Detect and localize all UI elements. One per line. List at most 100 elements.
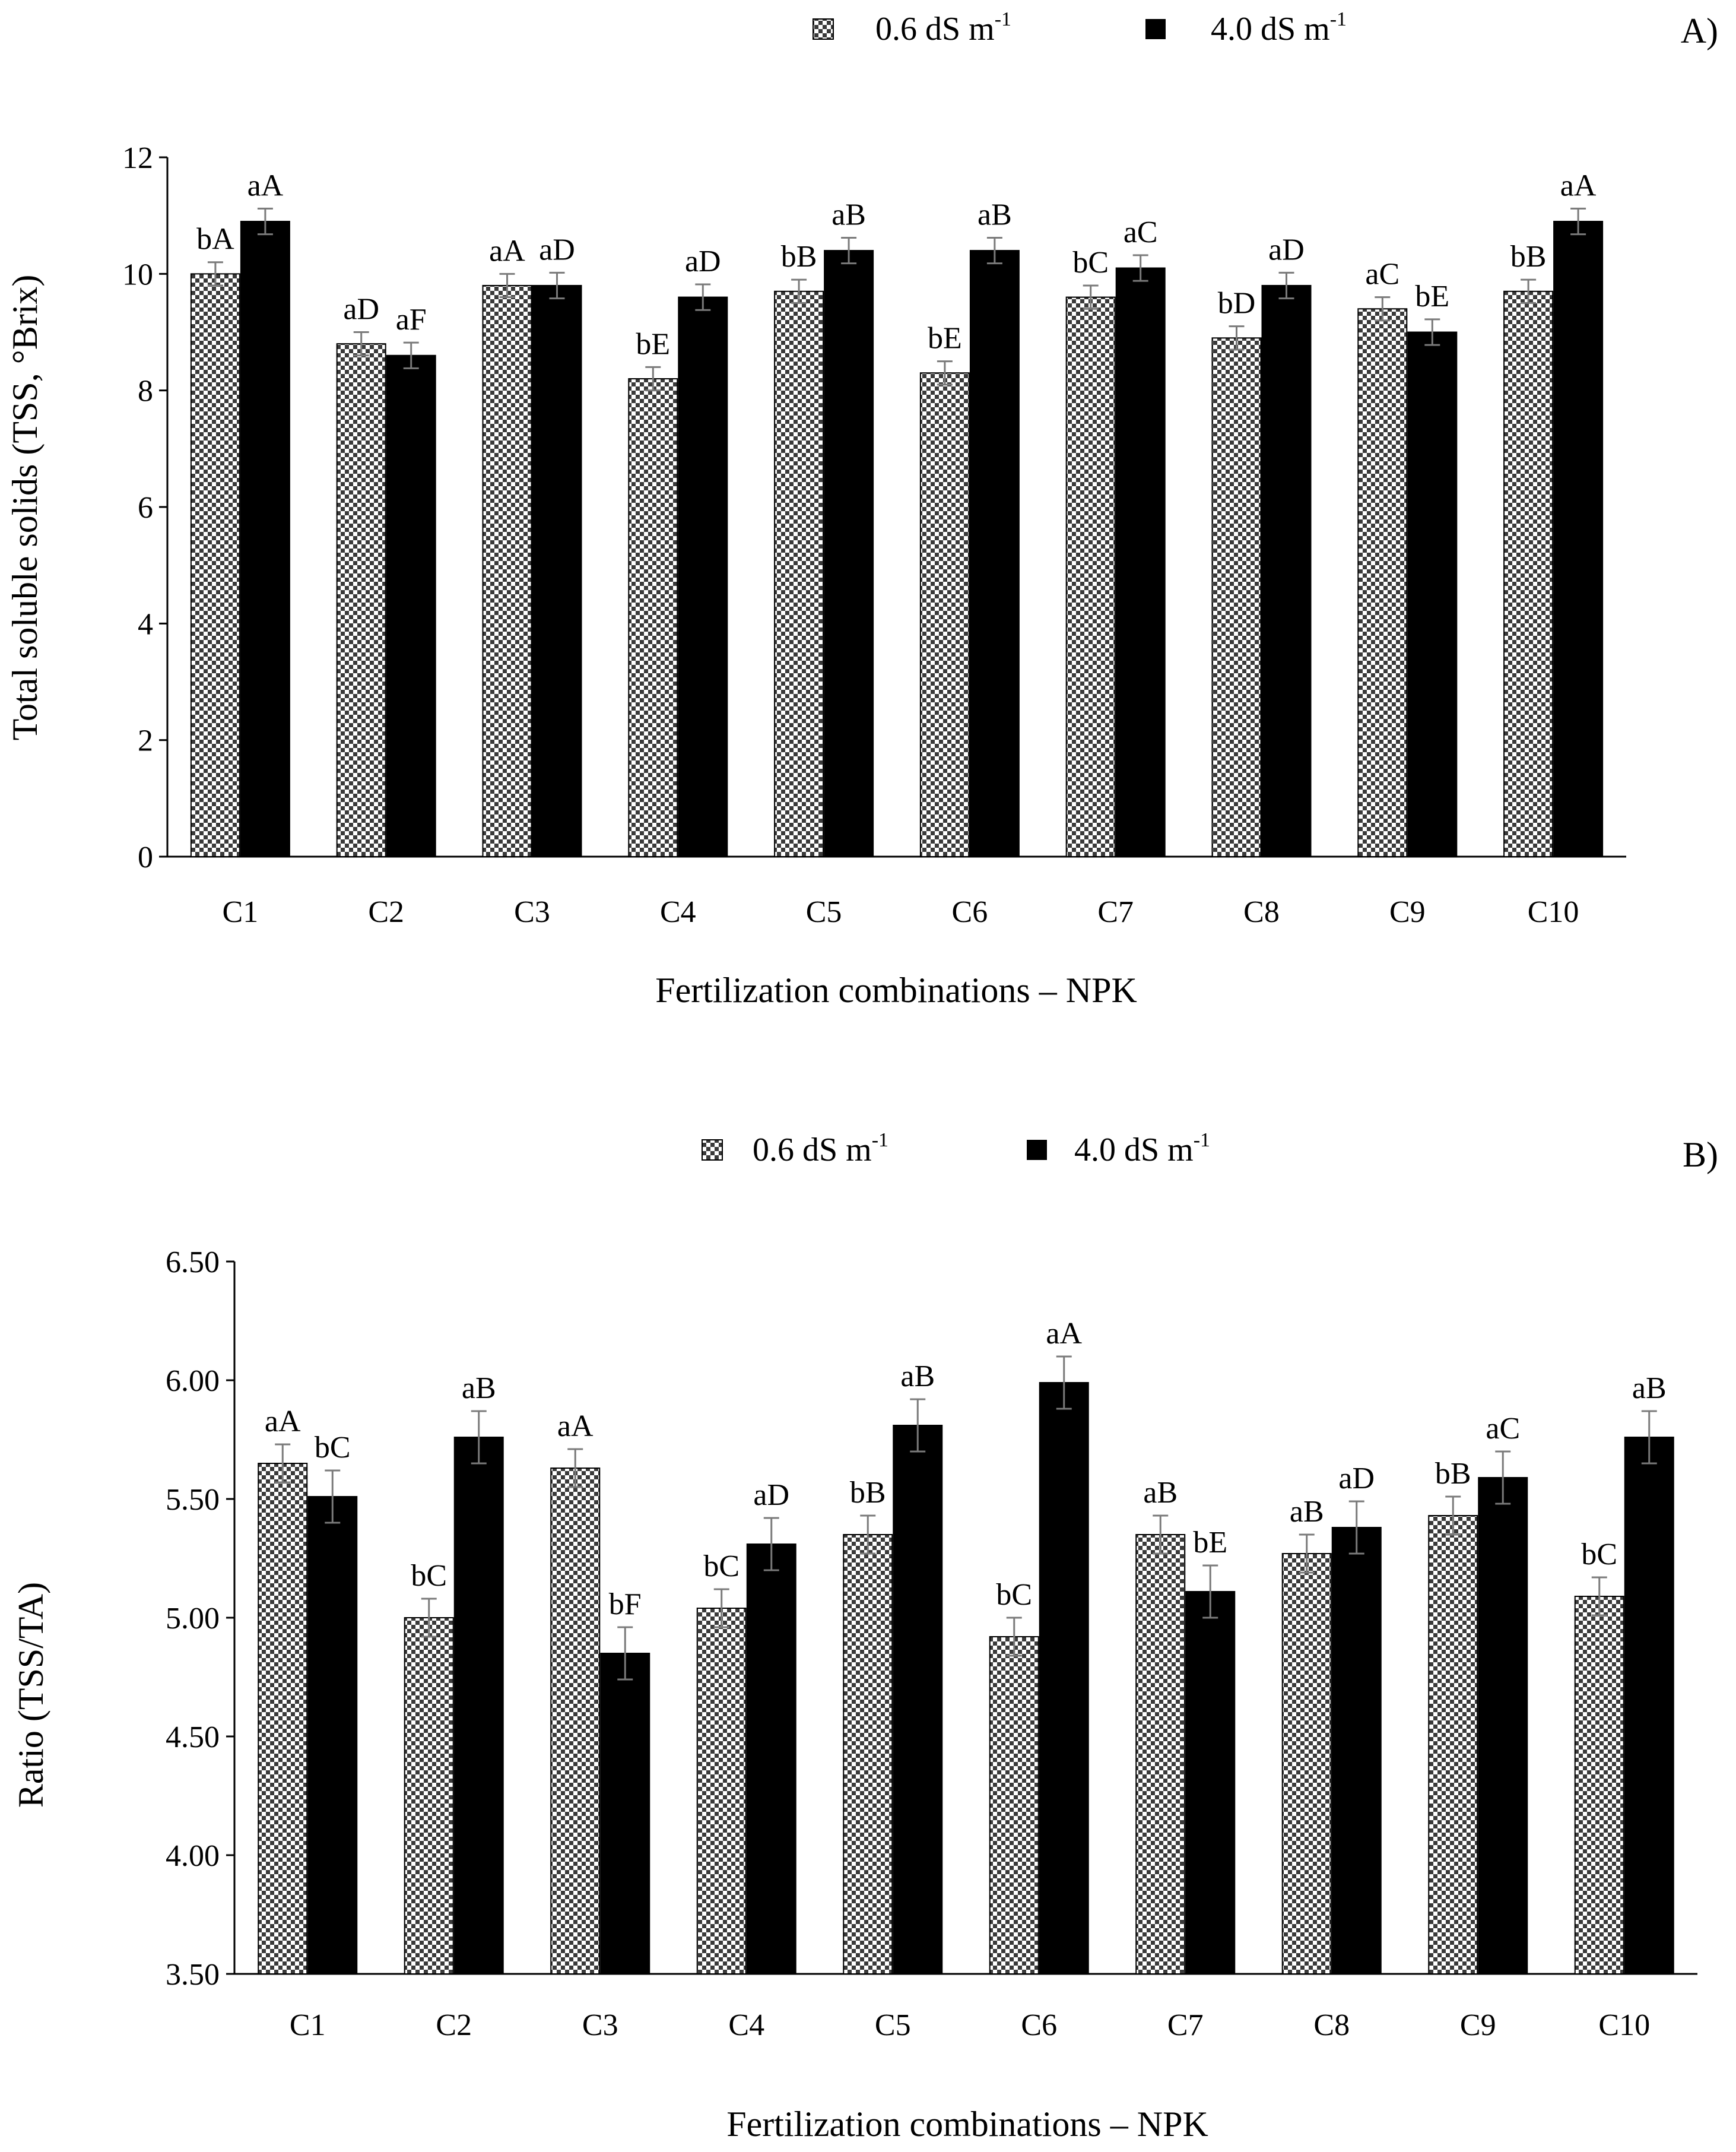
y-axis-title: Total soluble solids (TSS, °Brix) (5, 275, 45, 741)
error-bar (1591, 1576, 1607, 1617)
plot-area: 0 2 4 6 8 10 12 C1 bA aA C2 aD aF C3 aA aD C4 bE aD C5 bB aB C… (122, 141, 1604, 929)
y-tick-label: 6 (138, 491, 153, 525)
y-tick-label: 0 (138, 841, 153, 874)
y-tick-label: 4 (138, 607, 153, 641)
error-bar (1495, 1450, 1511, 1505)
x-axis-title: Fertilization combinations – NPK (655, 971, 1137, 1010)
x-category-label: C2 (368, 895, 404, 929)
significance-label: aB (1632, 1371, 1667, 1405)
significance-label: aA (489, 234, 525, 268)
error-bar (1570, 207, 1586, 236)
bar-series-1 (1574, 1596, 1624, 1974)
error-bar (1375, 296, 1391, 322)
significance-label: aB (1290, 1495, 1324, 1529)
error-bar (403, 341, 419, 369)
error-bar (986, 236, 1002, 265)
significance-label: aC (1486, 1412, 1520, 1446)
y-tick-label: 5.00 (166, 1602, 220, 1636)
y-tick-label: 8 (138, 375, 153, 408)
bar-series-2 (1039, 1382, 1089, 1974)
x-category-label: C2 (436, 2008, 472, 2042)
significance-label: bB (850, 1476, 886, 1510)
x-category-label: C10 (1598, 2008, 1650, 2042)
error-bar (617, 1626, 633, 1681)
bar-series-1 (482, 284, 532, 857)
bar-series-1 (1135, 1534, 1186, 1974)
legend-swatch-series-2 (1027, 1140, 1047, 1160)
y-axis-title: Ratio (TSS/TA) (11, 1582, 50, 1808)
bar-series-1 (774, 290, 824, 857)
significance-label: bC (996, 1578, 1032, 1612)
y-tick-label: 12 (122, 141, 153, 175)
significance-label: bC (315, 1431, 351, 1465)
error-bar (1641, 1410, 1657, 1465)
x-category-label: C5 (875, 2008, 911, 2042)
significance-label: bC (1581, 1538, 1617, 1571)
bar-series-2 (386, 354, 436, 857)
error-bar (860, 1514, 876, 1555)
legend-swatch-series-2 (1145, 19, 1166, 39)
significance-label: aA (1560, 169, 1597, 202)
bar-series-1 (1503, 290, 1554, 857)
significance-label: aA (247, 169, 284, 202)
bar-series-2 (1115, 267, 1166, 857)
error-bar (645, 366, 661, 392)
x-category-label: C9 (1389, 895, 1426, 929)
error-bar (1299, 1533, 1315, 1574)
plot-area: 3.50 4.00 4.50 5.00 5.50 6.00 6.50 C1 aA bC C2 bC aB… (166, 1245, 1674, 2042)
error-bar (207, 261, 223, 287)
bar-series-1 (919, 372, 970, 857)
error-bar (1132, 254, 1148, 282)
y-tick-label: 2 (138, 724, 153, 758)
significance-label: bC (1072, 246, 1109, 280)
bar-series-2 (824, 250, 874, 858)
error-bar (499, 272, 515, 299)
error-bar (1445, 1495, 1461, 1536)
significance-label: bB (1510, 240, 1547, 274)
significance-label: aB (1143, 1476, 1178, 1510)
bar-series-1 (1281, 1553, 1332, 1974)
legend-swatch-series-1 (702, 1139, 723, 1161)
legend-label-series-2: 4.0 dS m-1 (1211, 8, 1347, 47)
y-tick-label: 6.00 (166, 1364, 220, 1398)
bar-series-2 (307, 1496, 358, 1974)
significance-label: aA (1046, 1317, 1082, 1351)
bar-series-2 (532, 284, 582, 857)
error-bar (567, 1448, 583, 1488)
significance-label: bD (1218, 287, 1256, 321)
bar-series-1 (1428, 1515, 1478, 1974)
bar-series-2 (1407, 331, 1458, 857)
bar-series-1 (336, 343, 386, 857)
legend-label-series-1: 0.6 dS m-1 (875, 8, 1011, 47)
significance-label: bE (928, 322, 962, 356)
significance-label: aD (1338, 1462, 1375, 1495)
error-bar (1056, 1355, 1072, 1410)
x-category-label: C6 (1021, 2008, 1057, 2042)
x-category-label: C7 (1167, 2008, 1204, 2042)
error-bar (910, 1398, 926, 1453)
bar-series-2 (678, 296, 728, 858)
error-bar (353, 331, 369, 357)
bar-series-2 (746, 1544, 796, 1974)
x-category-label: C6 (952, 895, 988, 929)
significance-label: bC (411, 1559, 447, 1593)
error-bar (1153, 1514, 1169, 1555)
bar-series-2 (1261, 284, 1312, 857)
error-bar (791, 278, 807, 304)
bar-series-2 (1185, 1591, 1236, 1974)
error-bar (549, 271, 565, 300)
y-tick-label: 3.50 (166, 1958, 220, 1992)
error-bar (1348, 1500, 1364, 1555)
bar-series-1 (1357, 308, 1408, 857)
significance-label: bA (196, 223, 234, 256)
bar-series-2 (600, 1653, 650, 1974)
significance-label: bF (609, 1587, 642, 1621)
significance-label: aD (753, 1478, 789, 1512)
bar-series-2 (453, 1437, 504, 1974)
x-category-label: C5 (806, 895, 842, 929)
significance-label: aB (831, 198, 866, 232)
significance-label: aF (396, 303, 427, 337)
significance-label: aB (900, 1359, 935, 1393)
error-bar (1521, 278, 1537, 304)
panel-b: 0.6 dS m-1 4.0 dS m-1 B) Ratio (TSS/TA) … (11, 1129, 1718, 2144)
